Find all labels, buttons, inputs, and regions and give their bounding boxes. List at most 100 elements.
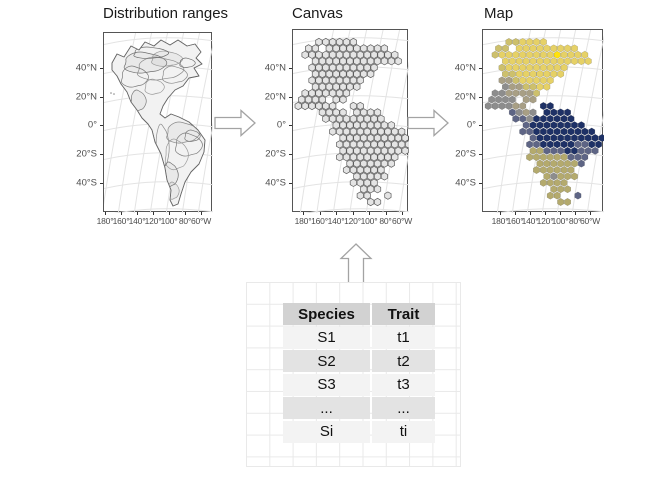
x-axis-label: 120°	[536, 216, 554, 226]
x-tick-mark	[369, 212, 370, 215]
x-tick-mark	[153, 212, 154, 215]
y-axis-label: 40°N	[264, 62, 286, 74]
y-tick-mark	[479, 154, 482, 155]
panel-title-distribution-ranges: Distribution ranges	[103, 5, 229, 22]
y-axis-label: 40°N	[75, 62, 97, 74]
map-panel	[482, 29, 604, 213]
y-tick-mark	[100, 183, 103, 184]
x-axis-label: 180°	[96, 216, 114, 226]
y-axis-label: 40°N	[454, 62, 476, 74]
ranges-plot-area	[104, 33, 213, 213]
x-axis-label: 80°	[568, 216, 582, 226]
table-cell: ...	[283, 397, 370, 419]
table-header-species: Species	[283, 303, 370, 325]
species-range-outlines	[112, 40, 205, 206]
y-axis-label: 0°	[87, 119, 97, 131]
x-axis-label: 180°	[491, 216, 509, 226]
x-tick-mark	[185, 212, 186, 215]
x-axis-label: 60°W	[579, 216, 601, 226]
x-tick-mark	[336, 212, 337, 215]
arrow-right-icon	[214, 109, 256, 137]
y-axis-label: 20°S	[76, 148, 97, 160]
x-axis-label: 120°	[144, 216, 162, 226]
y-axis-label: 40°S	[76, 177, 97, 189]
table-header-trait: Trait	[372, 303, 435, 325]
arrow-up-icon	[339, 243, 373, 284]
x-tick-mark	[590, 212, 591, 215]
x-tick-mark	[500, 212, 501, 215]
y-axis-label: 20°N	[264, 91, 286, 103]
x-axis-label: 100°	[360, 216, 378, 226]
x-tick-mark	[201, 212, 202, 215]
y-tick-mark	[479, 183, 482, 184]
x-tick-mark	[169, 212, 170, 215]
x-axis-label: 120°	[344, 216, 361, 226]
x-tick-mark	[515, 212, 516, 215]
table-cell: t2	[372, 350, 435, 372]
table-cell: ...	[372, 397, 435, 419]
y-axis-label: 20°N	[75, 91, 97, 103]
table-cell: t3	[372, 373, 435, 396]
x-tick-mark	[303, 212, 304, 215]
x-axis-label: 160°	[506, 216, 524, 226]
x-axis-label: 160°	[112, 216, 130, 226]
panel-title-canvas: Canvas	[292, 5, 343, 22]
table-cell: t1	[372, 326, 435, 349]
x-axis-label: 100°	[551, 216, 569, 226]
y-axis-label: 40°S	[265, 177, 286, 189]
y-tick-mark	[100, 68, 103, 69]
x-axis-label: 140°	[521, 216, 539, 226]
y-axis-label: 40°S	[455, 177, 476, 189]
x-axis-label: 140°	[327, 216, 345, 226]
x-axis-label: 180°	[294, 216, 312, 226]
y-tick-mark	[479, 68, 482, 69]
y-tick-mark	[289, 154, 292, 155]
arrow-right-icon	[407, 109, 449, 137]
y-tick-mark	[100, 154, 103, 155]
table-cell: S3	[283, 373, 370, 396]
trait-hexagons	[484, 38, 604, 206]
x-axis-label: 160°	[311, 216, 328, 226]
species-trait-table: Species Trait S1 t1 S2 t2 S3 t3...... Si ti	[283, 303, 435, 443]
table-cell: ti	[372, 420, 435, 443]
map-plot-area	[483, 30, 604, 213]
table-cell: Si	[283, 420, 370, 443]
distribution-ranges-panel	[103, 32, 213, 213]
y-tick-mark	[479, 125, 482, 126]
x-tick-mark	[319, 212, 321, 215]
x-axis-label: 60°W	[190, 216, 212, 226]
x-axis-label: 80°	[178, 216, 192, 226]
y-axis-label: 0°	[276, 119, 286, 131]
x-tick-mark	[385, 212, 387, 215]
x-axis-label: 100°	[160, 216, 178, 226]
x-tick-mark	[530, 212, 531, 215]
canvas-plot-area	[293, 30, 409, 213]
table-cell: S1	[283, 326, 370, 349]
y-axis-label: 20°S	[455, 148, 476, 160]
x-tick-mark	[575, 212, 576, 215]
x-tick-mark	[402, 212, 403, 215]
x-axis-label: 140°	[128, 216, 146, 226]
x-axis-label: 80°	[379, 216, 392, 226]
y-tick-mark	[479, 97, 482, 98]
y-tick-mark	[100, 125, 103, 126]
canvas-panel	[292, 29, 409, 213]
x-axis-label: 60°W	[391, 216, 413, 226]
y-tick-mark	[289, 97, 292, 98]
y-axis-label: 20°N	[454, 91, 476, 103]
x-tick-mark	[545, 212, 546, 215]
x-tick-mark	[137, 212, 138, 215]
panel-title-map: Map	[484, 5, 514, 22]
y-tick-mark	[289, 125, 292, 126]
x-tick-mark	[560, 212, 561, 215]
y-axis-label: 20°S	[265, 148, 286, 160]
x-tick-mark	[121, 212, 122, 215]
y-axis-label: 0°	[466, 119, 476, 131]
y-tick-mark	[100, 97, 103, 98]
x-tick-mark	[352, 212, 354, 215]
canvas-hexagons	[294, 37, 409, 207]
y-tick-mark	[289, 183, 292, 184]
x-tick-mark	[105, 212, 106, 215]
table-cell: S2	[283, 350, 370, 372]
